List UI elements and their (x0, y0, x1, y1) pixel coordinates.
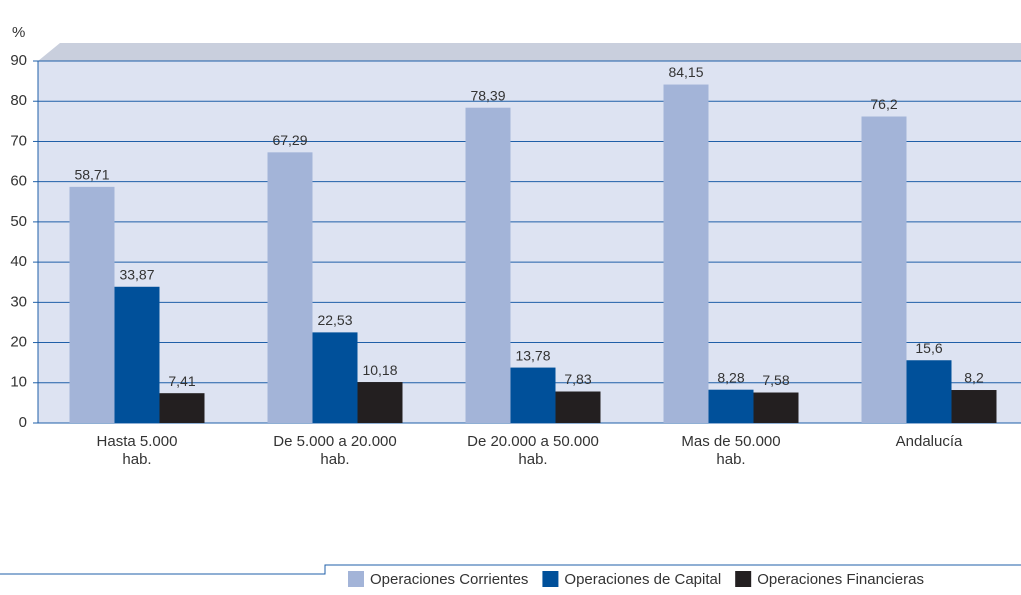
bar (465, 107, 511, 423)
legend-swatch (348, 571, 364, 587)
bar (555, 391, 601, 423)
bar (357, 382, 403, 423)
value-label: 84,15 (668, 64, 703, 80)
y-tick-label: 30 (10, 293, 27, 310)
legend-label: Operaciones Financieras (757, 571, 924, 588)
bar (267, 152, 313, 423)
legend-swatch (735, 571, 752, 587)
value-label: 8,28 (717, 369, 744, 385)
y-tick-label: 0 (19, 414, 27, 431)
plot-background (38, 61, 1021, 423)
value-label: 8,2 (964, 370, 984, 386)
value-label: 10,18 (362, 362, 397, 378)
value-label: 7,83 (564, 371, 591, 387)
bar (69, 186, 115, 423)
x-tick-label: De 5.000 a 20.000 hab. (273, 433, 397, 468)
value-label: 7,41 (168, 373, 195, 389)
bar (906, 360, 952, 423)
legend-label: Operaciones de Capital (564, 571, 721, 588)
y-tick-label: 50 (10, 213, 27, 230)
value-label: 33,87 (119, 266, 154, 282)
bar (753, 392, 799, 423)
y-tick-label: 70 (10, 132, 27, 149)
x-tick-label: Andalucía (895, 433, 963, 450)
value-label: 58,71 (74, 167, 109, 183)
bar (312, 332, 358, 423)
value-label: 15,6 (915, 340, 942, 356)
plot-top-edge (38, 43, 1021, 61)
value-label: 13,78 (515, 347, 550, 363)
y-tick-label: 60 (10, 173, 27, 190)
legend-label: Operaciones Corrientes (370, 571, 528, 588)
y-tick-label: 40 (10, 253, 27, 270)
value-label: 76,2 (870, 96, 897, 112)
x-tick-label: Mas de 50.000 hab. (681, 433, 781, 468)
x-tick-label: De 20.000 a 50.000 hab. (467, 433, 599, 468)
bar (114, 286, 160, 423)
legend-swatch (542, 571, 559, 587)
legend-frame (0, 564, 1021, 575)
y-tick-label: 20 (10, 334, 27, 351)
x-tick-label: Hasta 5.000 hab. (96, 433, 178, 468)
bar (510, 367, 556, 423)
y-tick-label: 80 (10, 92, 27, 109)
y-tick-label: 90 (10, 52, 27, 69)
value-label: 78,39 (470, 87, 505, 103)
value-label: 22,53 (317, 312, 352, 328)
value-label: 67,29 (272, 132, 307, 148)
y-tick-label: 10 (10, 374, 27, 391)
bar (708, 389, 754, 423)
y-axis-label: % (12, 24, 25, 41)
bar (951, 390, 997, 423)
bar (861, 116, 907, 424)
value-label: 7,58 (762, 372, 789, 388)
bar (663, 84, 709, 423)
bar (159, 393, 205, 423)
